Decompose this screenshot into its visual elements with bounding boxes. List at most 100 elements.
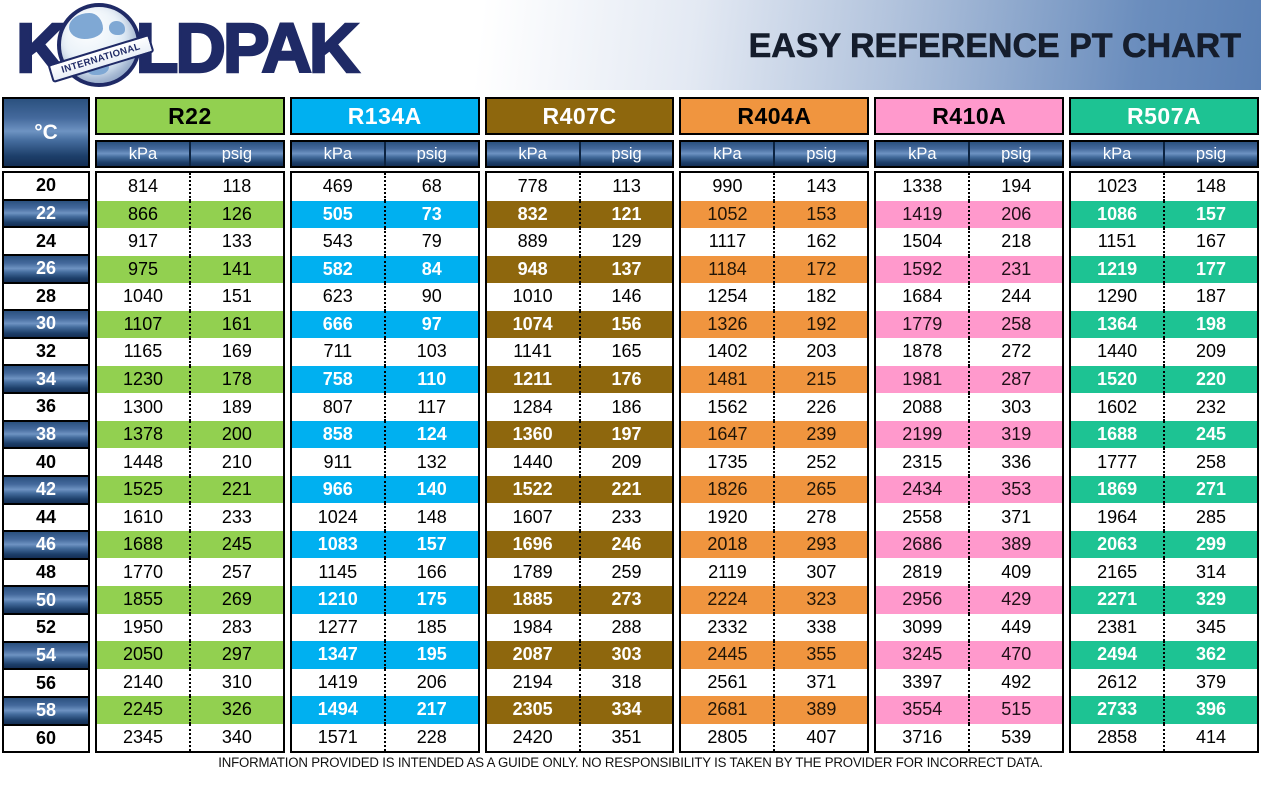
table-row: 2434 353 bbox=[876, 475, 1063, 504]
temperature-cell: 28 bbox=[4, 284, 88, 312]
data-rows: 814 118 866 126 917 133 975 141 1040 151 1107 161 11… bbox=[95, 171, 285, 753]
psig-value: 259 bbox=[578, 558, 673, 586]
psig-value: 200 bbox=[188, 420, 283, 449]
refrigerant-group-r134a: R134A kPa psig 469 68 505 73 543 79 582 84 623 90 666… bbox=[289, 97, 480, 753]
psig-value: 178 bbox=[188, 365, 283, 394]
refrigerant-name: R22 bbox=[95, 97, 285, 135]
unit-header-row: kPa psig bbox=[289, 140, 480, 168]
psig-value: 113 bbox=[578, 173, 673, 201]
kpa-value: 2686 bbox=[902, 534, 943, 555]
table-row: 1347 195 bbox=[291, 641, 478, 669]
kpa-value: 2681 bbox=[707, 699, 748, 720]
kpa-value: 2224 bbox=[707, 589, 748, 610]
kpa-value: 1607 bbox=[512, 506, 553, 527]
table-row: 2445 355 bbox=[681, 641, 868, 669]
temperature-cell: 40 bbox=[4, 449, 88, 477]
temperature-cell: 46 bbox=[4, 532, 88, 560]
psig-value: 303 bbox=[968, 393, 1062, 421]
table-row: 1074 156 bbox=[486, 310, 673, 339]
table-row: 1254 182 bbox=[681, 283, 867, 311]
table-row: 1525 221 bbox=[97, 475, 283, 504]
psig-value: 165 bbox=[578, 338, 673, 366]
table-row: 2686 389 bbox=[876, 530, 1063, 559]
kpa-value: 2956 bbox=[902, 589, 943, 610]
psig-value: 221 bbox=[188, 475, 283, 504]
kpa-value: 1777 bbox=[1097, 451, 1138, 472]
kpa-value: 2050 bbox=[122, 644, 163, 665]
kpa-value: 866 bbox=[127, 203, 158, 224]
kpa-value: 711 bbox=[323, 341, 353, 362]
kpa-value: 1210 bbox=[317, 589, 358, 610]
table-row: 2224 323 bbox=[681, 585, 868, 614]
table-row: 1219 177 bbox=[1071, 255, 1257, 284]
kpa-value: 1826 bbox=[707, 479, 748, 500]
psig-value: 329 bbox=[1163, 585, 1257, 614]
refrigerant-name: R404A bbox=[679, 97, 870, 135]
psig-value: 157 bbox=[1163, 200, 1257, 229]
table-row: 1107 161 bbox=[97, 310, 283, 339]
psig-value: 192 bbox=[773, 310, 867, 339]
psig-value: 252 bbox=[773, 448, 867, 476]
kpa-value: 2345 bbox=[122, 726, 163, 747]
psig-value: 79 bbox=[383, 228, 478, 256]
kpa-value: 1277 bbox=[317, 616, 358, 637]
table-row: 1602 232 bbox=[1071, 393, 1257, 421]
psig-value: 195 bbox=[383, 641, 478, 669]
table-row: 2087 303 bbox=[486, 641, 673, 669]
psig-value: 287 bbox=[968, 365, 1062, 394]
table-row: 2305 334 bbox=[486, 696, 673, 724]
psig-value: 161 bbox=[188, 310, 283, 339]
header-banner: EASY REFERENCE PT CHART bbox=[0, 0, 1261, 90]
kpa-value: 1610 bbox=[122, 506, 163, 527]
psig-value: 336 bbox=[968, 448, 1062, 476]
psig-value: 206 bbox=[968, 200, 1062, 229]
psig-value: 233 bbox=[188, 503, 283, 531]
data-rows: 990 143 1052 153 1117 162 1184 172 1254 182 1326 19… bbox=[679, 171, 870, 753]
kpa-value: 1950 bbox=[122, 616, 163, 637]
psig-value: 379 bbox=[1163, 668, 1257, 697]
psig-value: 226 bbox=[773, 393, 867, 421]
kpa-value: 1023 bbox=[1097, 176, 1138, 197]
kpa-value: 2381 bbox=[1097, 616, 1138, 637]
kpa-value: 990 bbox=[712, 176, 743, 197]
kpa-value: 1326 bbox=[707, 313, 748, 334]
table-row: 814 118 bbox=[97, 173, 283, 201]
psig-value: 269 bbox=[188, 585, 283, 614]
table-row: 1735 252 bbox=[681, 448, 867, 476]
table-row: 778 113 bbox=[487, 173, 673, 201]
unit-label-psig: psig bbox=[968, 142, 1062, 166]
table-row: 1326 192 bbox=[681, 310, 868, 339]
psig-value: 221 bbox=[578, 475, 673, 504]
psig-value: 167 bbox=[1163, 228, 1257, 256]
temperature-cell: 36 bbox=[4, 394, 88, 422]
temperature-cell: 26 bbox=[4, 255, 88, 284]
table-row: 1522 221 bbox=[486, 475, 673, 504]
table-row: 2420 351 bbox=[487, 723, 673, 752]
table-row: 911 132 bbox=[292, 448, 478, 476]
refrigerant-group-r404a: R404A kPa psig 990 143 1052 153 1117 162 1184 172 1… bbox=[679, 97, 870, 753]
kpa-value: 2315 bbox=[902, 451, 943, 472]
data-rows: 1023 148 1086 157 1151 167 1219 177 1290 187 1364 1… bbox=[1069, 171, 1259, 753]
psig-value: 323 bbox=[773, 585, 867, 614]
temperature-cell: 56 bbox=[4, 670, 88, 698]
psig-value: 293 bbox=[773, 530, 867, 559]
kpa-value: 948 bbox=[517, 258, 548, 279]
refrigerant-name: R507A bbox=[1069, 97, 1259, 135]
table-row: 1211 176 bbox=[486, 365, 673, 394]
psig-value: 176 bbox=[578, 365, 673, 394]
koldpak-logo: K INTERNATIONAL LDPAK bbox=[15, 2, 361, 94]
kpa-value: 1300 bbox=[122, 396, 163, 417]
kpa-value: 2434 bbox=[902, 479, 943, 500]
psig-value: 515 bbox=[968, 696, 1062, 724]
table-row: 1826 265 bbox=[681, 475, 868, 504]
psig-value: 297 bbox=[188, 641, 283, 669]
refrigerant-group-r407c: R407C kPa psig 778 113 832 121 889 129 948 137 1010… bbox=[484, 97, 675, 753]
table-row: 1284 186 bbox=[487, 393, 673, 421]
refrigerant-group-r22: R22 kPa psig 814 118 866 126 917 133 975 141 1040 15… bbox=[95, 97, 285, 753]
table-row: 1151 167 bbox=[1071, 228, 1257, 256]
kpa-value: 1779 bbox=[902, 313, 943, 334]
psig-value: 314 bbox=[1163, 558, 1257, 586]
table-row: 1964 285 bbox=[1071, 503, 1257, 531]
table-row: 1789 259 bbox=[487, 558, 673, 586]
table-row: 1290 187 bbox=[1071, 283, 1257, 311]
